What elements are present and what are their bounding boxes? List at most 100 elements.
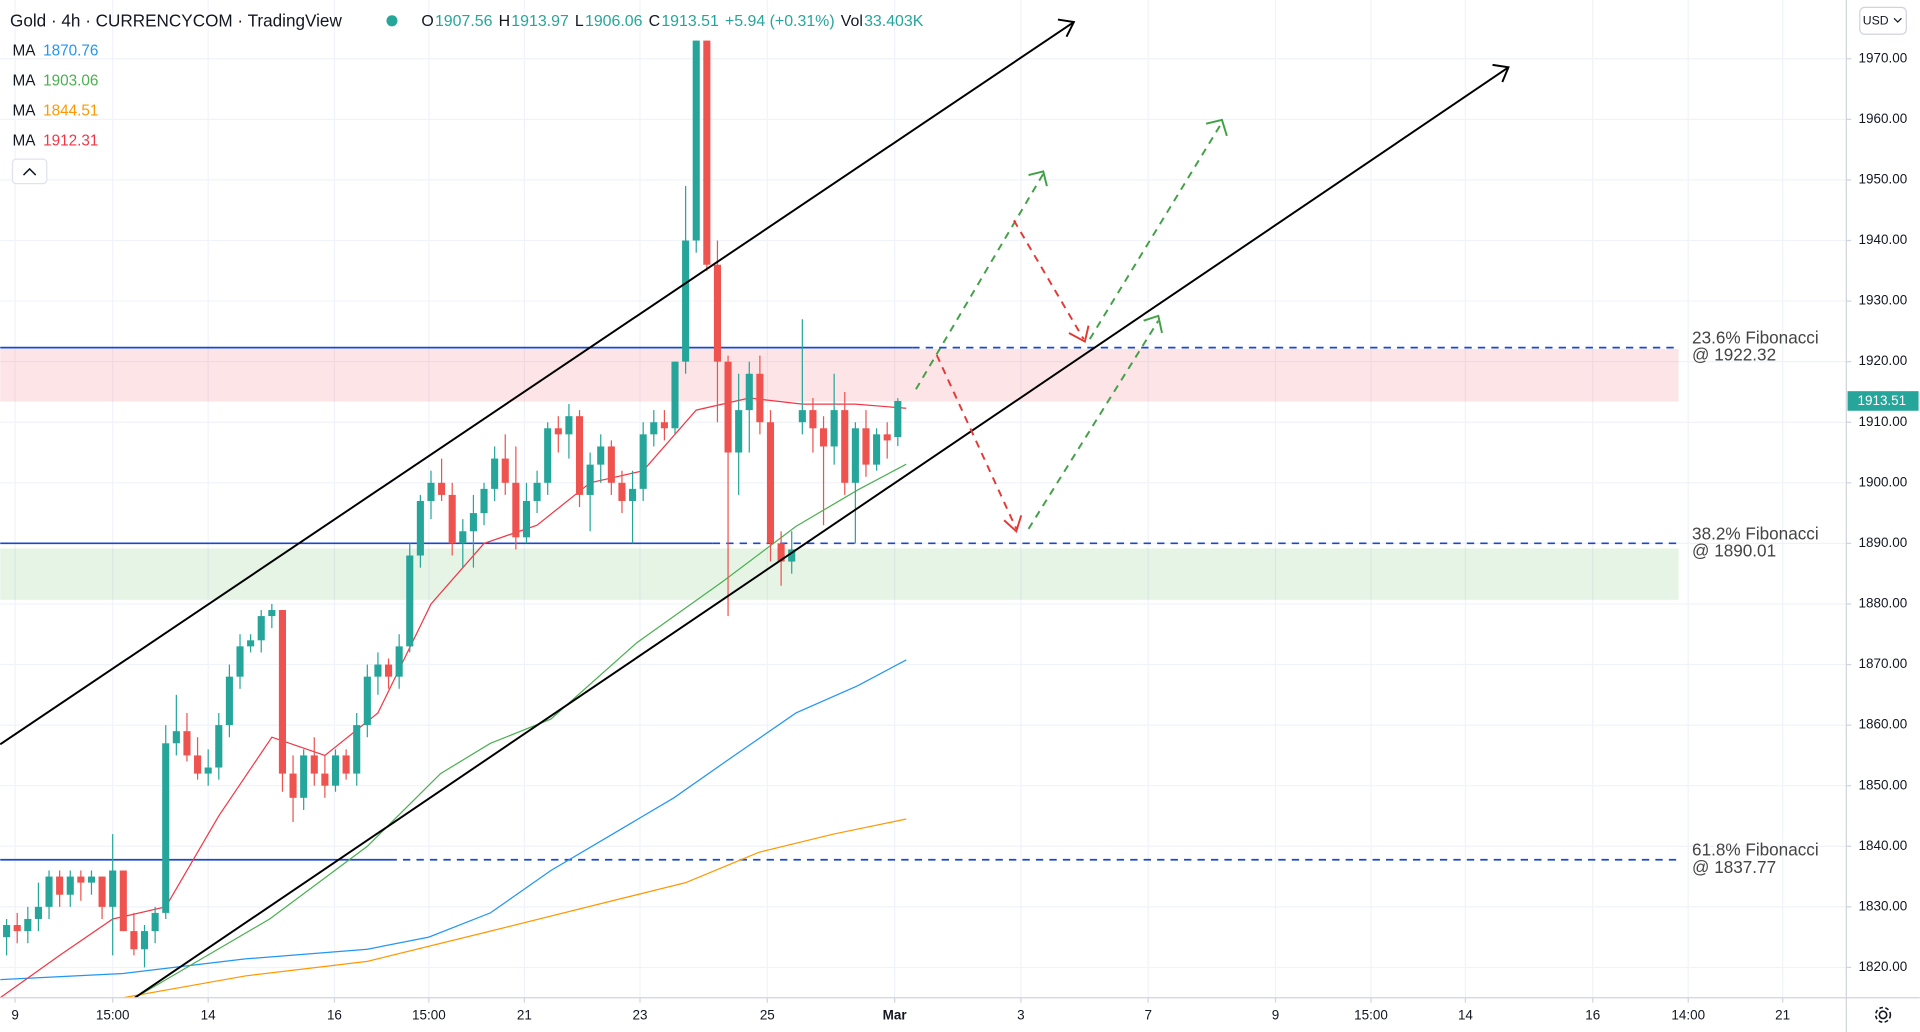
x-tick-label: 25 (760, 1008, 775, 1023)
candle-body (597, 446, 605, 465)
level-label: 23.6% Fibonacci (1692, 328, 1819, 348)
arrow-head (1068, 325, 1090, 344)
candle-body (162, 743, 170, 913)
candle-body (512, 482, 520, 538)
candle-body (204, 767, 212, 774)
candle-body (501, 458, 509, 483)
candle-body (459, 531, 467, 544)
ohlc-value: 1913.51 (661, 13, 719, 30)
candle-body (374, 664, 382, 677)
ohlc-key: H (499, 13, 511, 30)
candle-body (215, 725, 223, 768)
candle-body (735, 410, 743, 453)
ma-legend: MA 1870.76 MA 1903.06 MA 1844.51 MA 1912.31 (12, 42, 98, 149)
ma-name: MA (12, 132, 36, 149)
candle-body (629, 488, 637, 501)
x-tick-label: 7 (1144, 1008, 1151, 1023)
candle-body (427, 482, 435, 501)
candle-body (491, 458, 499, 489)
candles (3, 40, 902, 968)
candle-body (183, 731, 191, 756)
collapse-button[interactable] (11, 158, 48, 185)
candle-body (522, 500, 531, 538)
projection-up (1027, 320, 1160, 530)
ohlc-key: C (649, 13, 661, 30)
candle-body (87, 876, 96, 883)
gear-teeth (1874, 1006, 1892, 1024)
arrow-head (1143, 314, 1163, 334)
candle-body (851, 428, 859, 483)
settings-button[interactable] (1874, 1006, 1892, 1024)
candle-body (533, 482, 541, 501)
y-tick-label: 1930.00 (1859, 293, 1908, 308)
candle-body (56, 876, 64, 895)
level-label: 61.8% Fibonacci (1692, 840, 1819, 860)
candle-body (544, 428, 552, 483)
candle-body (13, 925, 21, 932)
currency-button[interactable] (1859, 6, 1907, 35)
candle-body (194, 755, 202, 774)
ohlc-value: 1906.06 (585, 13, 643, 30)
candle-body (777, 543, 785, 562)
arrow-head (1205, 118, 1228, 137)
y-tick-label: 1920.00 (1859, 353, 1908, 368)
candle-body (395, 646, 403, 677)
x-tick-label: 14 (201, 1008, 216, 1023)
x-tick-label: 9 (1272, 1008, 1279, 1023)
grid (0, 0, 1847, 998)
candle-body (480, 488, 488, 514)
channel-lower (134, 66, 1509, 999)
candle-body (830, 410, 838, 447)
channel (0, 18, 1510, 999)
candle-body (766, 422, 775, 544)
currency: USD (1863, 14, 1889, 28)
candle-body (565, 416, 573, 435)
candle-body (894, 400, 902, 438)
ma-value: 1844.51 (43, 102, 98, 119)
ma-line (123, 818, 907, 998)
projection-up (915, 173, 1045, 390)
candle-body (416, 500, 424, 556)
symbol-title: Gold · 4h · CURRENCYCOM · TradingView (10, 11, 342, 31)
candle-body (257, 616, 265, 641)
candle-body (618, 482, 626, 501)
last-price-label: 1913.51 (1858, 393, 1907, 408)
last-price-tag (1847, 391, 1919, 411)
ma-line (0, 659, 907, 981)
projection (915, 118, 1228, 534)
ma-value: 1870.76 (43, 42, 98, 59)
candle-body (660, 422, 668, 429)
x-tick-label: 9 (11, 1008, 18, 1023)
x-tick-label: 16 (1585, 1008, 1600, 1023)
candle-body (639, 434, 647, 489)
ohlc-value: 1913.97 (511, 13, 569, 30)
y-tick-label: 1860.00 (1859, 717, 1908, 732)
ma-name: MA (12, 42, 36, 59)
x-tick-label: 14:00 (1671, 1008, 1705, 1023)
ma-name: MA (12, 72, 36, 89)
candle-body (448, 494, 456, 544)
arrow-head (1003, 515, 1023, 534)
candle-body (607, 446, 615, 483)
level-label: 38.2% Fibonacci (1692, 523, 1819, 543)
x-tick-label: 14 (1458, 1008, 1473, 1023)
candle-body (809, 410, 817, 429)
candle-body (172, 731, 180, 744)
candle-body (788, 549, 796, 562)
candle-body (682, 240, 690, 362)
candle-body (34, 906, 42, 919)
candle-body (798, 410, 806, 423)
gear-center (1878, 1010, 1888, 1020)
x-tick-label: 15:00 (1354, 1008, 1388, 1023)
candle-body (268, 610, 276, 617)
candle-body (3, 925, 11, 938)
ohlc-value: 1907.56 (435, 13, 493, 30)
y-tick-label: 1970.00 (1859, 50, 1908, 65)
y-tick-label: 1870.00 (1859, 656, 1908, 671)
candle-body (819, 428, 828, 447)
level-value-label: @ 1890.01 (1692, 540, 1776, 560)
x-tick-label: 15:00 (412, 1008, 446, 1023)
